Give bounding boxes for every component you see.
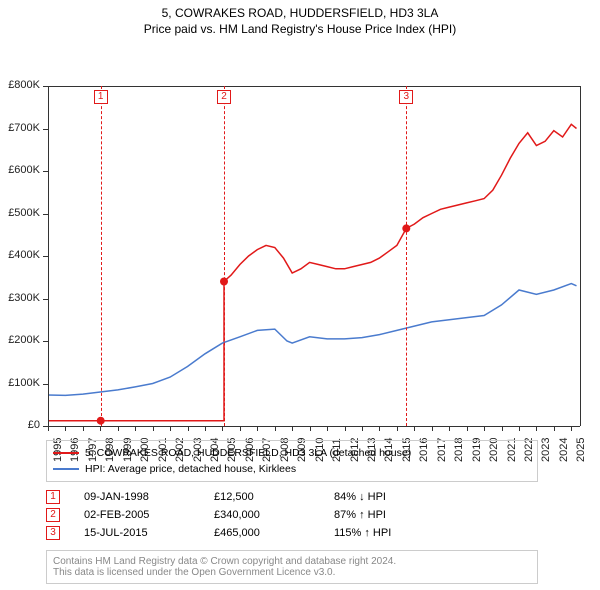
- x-tick: [188, 426, 189, 431]
- chart-title: 5, COWRAKES ROAD, HUDDERSFIELD, HD3 3LA: [0, 0, 600, 20]
- x-tick: [292, 426, 293, 431]
- series-price_paid: [48, 124, 577, 420]
- x-tick: [397, 426, 398, 431]
- y-tick: [43, 341, 48, 342]
- event-badge: 2: [217, 90, 231, 104]
- event-pct: 84% ↓ HPI: [334, 491, 386, 503]
- legend-label: 5, COWRAKES ROAD, HUDDERSFIELD, HD3 3LA …: [85, 447, 411, 459]
- x-tick: [362, 426, 363, 431]
- y-tick-label: £200K: [0, 334, 40, 346]
- x-tick: [571, 426, 572, 431]
- y-tick-label: £600K: [0, 164, 40, 176]
- event-date: 02-FEB-2005: [84, 509, 214, 521]
- y-tick-label: £700K: [0, 122, 40, 134]
- attribution-line-2: This data is licensed under the Open Gov…: [53, 567, 531, 578]
- x-tick: [449, 426, 450, 431]
- x-tick-label: 2024: [558, 438, 570, 462]
- event-line: [406, 86, 407, 426]
- y-tick-label: £300K: [0, 292, 40, 304]
- x-tick: [170, 426, 171, 431]
- x-tick: [205, 426, 206, 431]
- x-tick: [222, 426, 223, 431]
- axis-border: [48, 426, 580, 427]
- event-price: £12,500: [214, 491, 334, 503]
- axis-border: [48, 86, 580, 87]
- y-tick-label: £500K: [0, 207, 40, 219]
- event-row: 1 09-JAN-1998£12,50084% ↓ HPI: [46, 488, 538, 506]
- legend: 5, COWRAKES ROAD, HUDDERSFIELD, HD3 3LA …: [46, 440, 538, 482]
- y-tick-label: £0: [0, 419, 40, 431]
- x-tick: [536, 426, 537, 431]
- y-tick: [43, 299, 48, 300]
- event-row: 3 15-JUL-2015£465,000115% ↑ HPI: [46, 524, 538, 542]
- series-hpi: [48, 284, 577, 396]
- event-pct: 115% ↑ HPI: [334, 527, 391, 539]
- y-tick-label: £100K: [0, 377, 40, 389]
- x-tick: [554, 426, 555, 431]
- event-badge: 3: [399, 90, 413, 104]
- x-tick: [48, 426, 49, 431]
- x-tick: [83, 426, 84, 431]
- x-tick: [153, 426, 154, 431]
- x-tick-label: 2025: [575, 438, 587, 462]
- x-tick: [432, 426, 433, 431]
- event-row-badge: 3: [46, 526, 60, 540]
- y-tick: [43, 384, 48, 385]
- event-price: £465,000: [214, 527, 334, 539]
- legend-swatch: [53, 468, 79, 470]
- legend-row: 5, COWRAKES ROAD, HUDDERSFIELD, HD3 3LA …: [53, 445, 531, 461]
- x-tick: [240, 426, 241, 431]
- event-row-badge: 2: [46, 508, 60, 522]
- event-price: £340,000: [214, 509, 334, 521]
- event-date: 09-JAN-1998: [84, 491, 214, 503]
- x-tick: [345, 426, 346, 431]
- event-row-badge: 1: [46, 490, 60, 504]
- x-tick: [519, 426, 520, 431]
- chart-container: 5, COWRAKES ROAD, HUDDERSFIELD, HD3 3LA …: [0, 0, 600, 590]
- event-line: [101, 86, 102, 426]
- legend-label: HPI: Average price, detached house, Kirk…: [85, 463, 296, 475]
- event-row: 2 02-FEB-2005£340,00087% ↑ HPI: [46, 506, 538, 524]
- x-tick: [502, 426, 503, 431]
- attribution: Contains HM Land Registry data © Crown c…: [46, 550, 538, 584]
- axis-border: [48, 86, 49, 426]
- x-tick: [379, 426, 380, 431]
- y-tick: [43, 214, 48, 215]
- event-line: [224, 86, 225, 426]
- y-tick: [43, 256, 48, 257]
- x-tick: [65, 426, 66, 431]
- y-tick: [43, 171, 48, 172]
- x-tick: [414, 426, 415, 431]
- chart-subtitle: Price paid vs. HM Land Registry's House …: [0, 20, 600, 40]
- x-tick: [135, 426, 136, 431]
- x-tick: [257, 426, 258, 431]
- legend-swatch: [53, 452, 79, 454]
- y-tick-label: £400K: [0, 249, 40, 261]
- x-tick: [327, 426, 328, 431]
- events-table: 1 09-JAN-1998£12,50084% ↓ HPI 2 02-FEB-2005…: [46, 488, 538, 542]
- x-tick: [275, 426, 276, 431]
- axis-border: [580, 86, 581, 426]
- y-tick: [43, 86, 48, 87]
- event-pct: 87% ↑ HPI: [334, 509, 386, 521]
- x-tick: [467, 426, 468, 431]
- chart-svg: [0, 40, 600, 432]
- x-tick: [484, 426, 485, 431]
- attribution-line-1: Contains HM Land Registry data © Crown c…: [53, 556, 531, 567]
- y-tick: [43, 129, 48, 130]
- x-tick: [100, 426, 101, 431]
- chart-area: £0 £100K £200K £300K £400K £500K £600K £700K £80…: [0, 40, 600, 432]
- event-badge: 1: [94, 90, 108, 104]
- event-date: 15-JUL-2015: [84, 527, 214, 539]
- x-tick: [310, 426, 311, 431]
- x-tick: [118, 426, 119, 431]
- y-tick-label: £800K: [0, 79, 40, 91]
- legend-row: HPI: Average price, detached house, Kirk…: [53, 461, 531, 477]
- x-tick-label: 2023: [540, 438, 552, 462]
